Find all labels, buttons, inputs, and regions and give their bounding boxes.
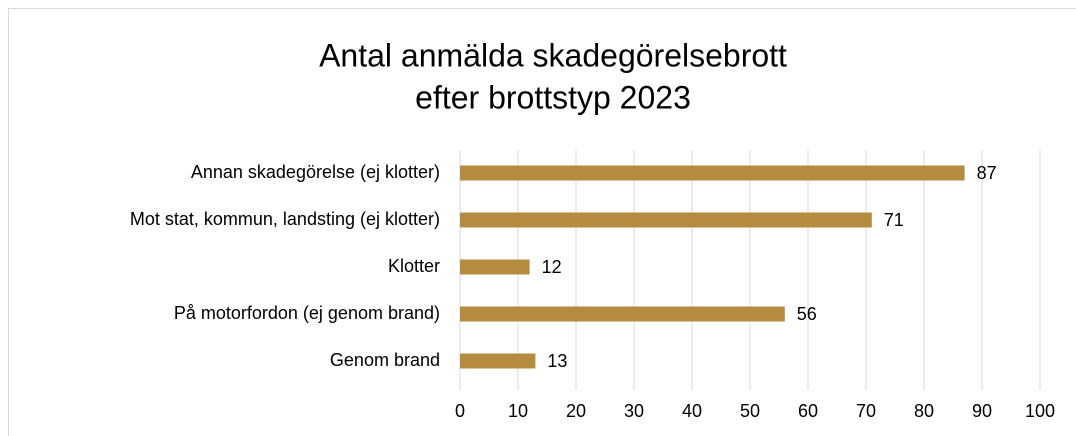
x-tick-label: 10 [508, 401, 528, 421]
chart-border [8, 8, 1076, 436]
value-label: 13 [547, 351, 567, 371]
chart-title: Antal anmälda skadegörelsebrott [319, 37, 787, 73]
bar [460, 212, 872, 228]
x-tick-label: 0 [455, 401, 465, 421]
x-tick-label: 80 [914, 401, 934, 421]
x-tick-label: 20 [566, 401, 586, 421]
y-tick-label: Klotter [388, 256, 440, 276]
x-tick-label: 70 [856, 401, 876, 421]
x-tick-label: 100 [1025, 401, 1055, 421]
bar [460, 165, 965, 181]
value-label: 56 [797, 304, 817, 324]
y-tick-label: Mot stat, kommun, landsting (ej klotter) [130, 209, 440, 229]
bar [460, 306, 785, 322]
y-tick-label: Annan skadegörelse (ej klotter) [191, 162, 440, 182]
x-tick-label: 50 [740, 401, 760, 421]
bar [460, 353, 536, 369]
y-tick-label: Genom brand [330, 350, 440, 370]
x-tick-label: 30 [624, 401, 644, 421]
y-tick-label: På motorfordon (ej genom brand) [174, 303, 440, 323]
value-label: 87 [977, 163, 997, 183]
chart-title: efter brottstyp 2023 [415, 79, 691, 115]
value-label: 71 [884, 210, 904, 230]
bar [460, 259, 530, 275]
x-tick-label: 90 [972, 401, 992, 421]
x-tick-label: 40 [682, 401, 702, 421]
value-label: 12 [542, 257, 562, 277]
x-tick-label: 60 [798, 401, 818, 421]
